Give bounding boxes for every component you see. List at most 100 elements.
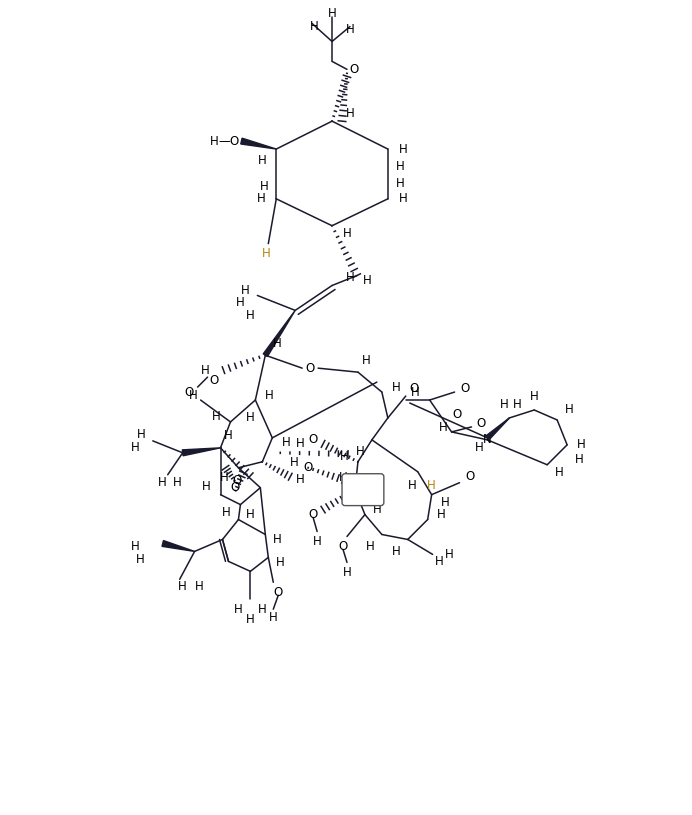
Text: H: H: [530, 390, 538, 403]
Text: O: O: [184, 385, 193, 399]
Text: H: H: [513, 398, 522, 411]
Text: H: H: [395, 178, 404, 191]
Text: H: H: [136, 553, 144, 566]
Text: Abs: Abs: [352, 483, 374, 496]
Text: H: H: [395, 161, 404, 174]
Text: H: H: [234, 602, 243, 615]
Text: H: H: [273, 533, 282, 546]
Polygon shape: [182, 447, 221, 456]
Text: H: H: [310, 20, 318, 33]
Polygon shape: [263, 311, 295, 357]
Text: O: O: [349, 63, 358, 76]
Polygon shape: [486, 418, 509, 440]
Text: H: H: [257, 192, 266, 205]
Polygon shape: [162, 540, 194, 552]
Text: H: H: [565, 403, 574, 416]
Text: H: H: [246, 309, 255, 322]
Text: H: H: [179, 579, 187, 593]
Text: —: —: [219, 134, 230, 148]
Text: O: O: [452, 408, 461, 421]
FancyBboxPatch shape: [342, 474, 384, 505]
Text: O: O: [465, 470, 474, 483]
Text: H: H: [246, 412, 255, 425]
Text: H: H: [576, 438, 585, 452]
Text: H: H: [555, 466, 563, 479]
Text: H: H: [313, 535, 322, 548]
Text: H: H: [295, 438, 304, 451]
Text: O: O: [460, 381, 469, 394]
Text: H: H: [290, 456, 298, 469]
Text: H: H: [136, 429, 145, 442]
Text: H: H: [282, 436, 291, 449]
Text: H: H: [445, 548, 454, 561]
Text: H: H: [441, 496, 450, 509]
Text: H: H: [399, 192, 407, 205]
Text: H: H: [372, 503, 381, 516]
Text: H: H: [236, 296, 245, 309]
Text: H: H: [224, 430, 233, 443]
Text: H: H: [202, 480, 211, 493]
Text: H: H: [189, 389, 198, 402]
Text: H: H: [475, 442, 484, 454]
Text: H: H: [343, 566, 352, 579]
Text: O: O: [209, 373, 218, 386]
Text: H: H: [363, 274, 372, 287]
Text: H: H: [246, 613, 255, 626]
Text: H: H: [212, 411, 221, 424]
Text: H: H: [258, 602, 266, 615]
Text: O: O: [273, 586, 283, 599]
Text: H: H: [392, 545, 400, 558]
Text: O: O: [338, 540, 347, 553]
Text: H: H: [131, 442, 139, 454]
Text: H: H: [345, 107, 354, 120]
Text: O: O: [304, 461, 313, 474]
Text: H: H: [201, 363, 210, 377]
Text: H: H: [408, 479, 417, 492]
Text: H: H: [340, 451, 348, 463]
Text: O: O: [233, 474, 242, 487]
Text: H: H: [435, 555, 444, 568]
Text: H: H: [356, 445, 364, 458]
Text: H: H: [265, 389, 273, 402]
Text: O: O: [230, 134, 239, 148]
Text: H: H: [131, 540, 139, 553]
Text: H: H: [437, 508, 446, 521]
Text: O: O: [309, 434, 318, 447]
Text: H: H: [328, 7, 336, 20]
Text: H: H: [399, 143, 407, 156]
Text: H: H: [345, 271, 354, 284]
Polygon shape: [241, 139, 276, 149]
Text: H: H: [276, 556, 284, 569]
Text: H: H: [295, 474, 304, 487]
Text: O: O: [231, 481, 240, 494]
Text: H: H: [427, 479, 436, 492]
Text: O: O: [309, 508, 318, 521]
Text: H: H: [365, 540, 374, 553]
Text: H: H: [345, 23, 354, 36]
Text: H: H: [241, 284, 250, 297]
Text: H: H: [273, 337, 282, 350]
Text: H: H: [222, 506, 231, 519]
Text: H: H: [260, 180, 268, 193]
Text: H: H: [574, 453, 583, 466]
Text: H: H: [361, 354, 370, 367]
Text: N: N: [483, 434, 492, 447]
Text: H: H: [258, 155, 266, 168]
Text: H: H: [262, 247, 271, 260]
Text: O: O: [409, 381, 419, 394]
Text: H: H: [439, 421, 448, 434]
Text: O: O: [477, 417, 486, 430]
Text: H: H: [158, 476, 167, 489]
Text: H: H: [195, 579, 204, 593]
Text: H: H: [392, 381, 400, 394]
Text: H: H: [338, 471, 347, 484]
Text: H: H: [500, 398, 509, 411]
Text: H: H: [411, 385, 420, 399]
Text: H: H: [220, 471, 229, 484]
Text: H: H: [269, 610, 277, 623]
Text: H: H: [173, 476, 182, 489]
Text: H: H: [210, 134, 219, 148]
Text: O: O: [306, 362, 315, 375]
Text: H: H: [246, 508, 255, 521]
Text: H: H: [343, 227, 352, 240]
